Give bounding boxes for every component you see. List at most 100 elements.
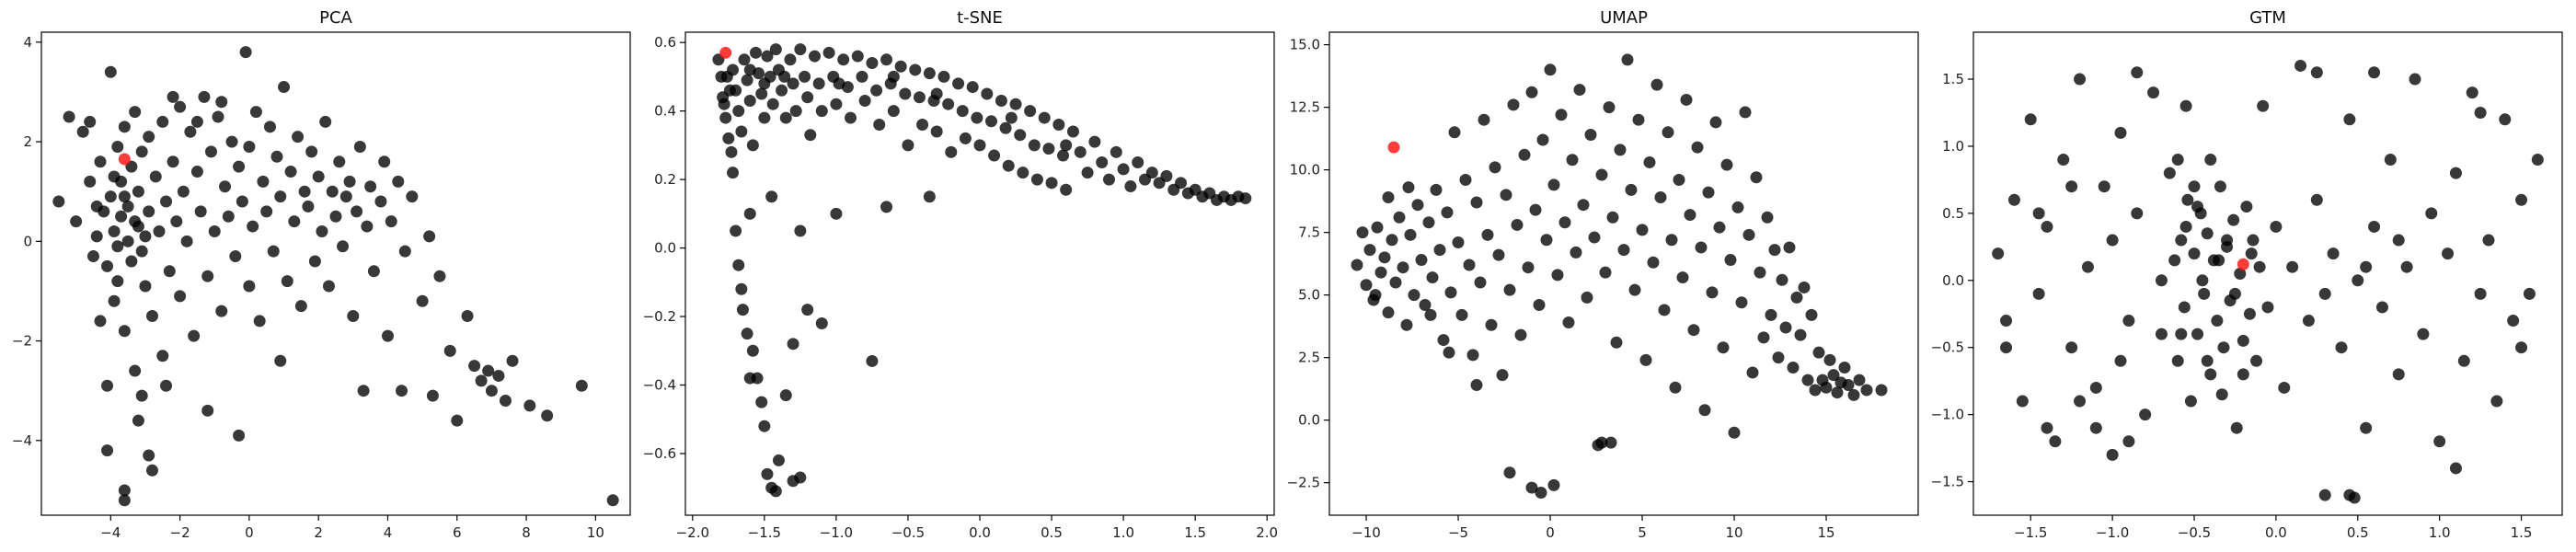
data-point [2171,354,2184,367]
data-point [322,280,335,293]
data-point [1492,248,1505,261]
data-point [118,494,131,507]
data-point [111,240,124,253]
data-point [90,200,103,213]
data-point [1496,369,1509,382]
data-point [1404,228,1417,241]
data-point [1673,173,1685,186]
y-tick-label: 0.4 [654,103,676,120]
x-tick-label: 15 [1817,524,1834,541]
data-point [90,230,103,243]
x-tick-label: −0.5 [2178,524,2211,541]
data-point [433,270,446,282]
data-point [118,121,131,133]
data-point [129,106,142,119]
data-point [1847,388,1860,401]
data-point [971,111,983,124]
y-tick-label: −1.0 [1931,407,1964,423]
data-point [1459,173,1472,186]
data-point [1735,296,1748,309]
data-point [1566,154,1579,167]
x-tick-label: 1.0 [1112,524,1134,541]
axes-frame [1972,31,2563,516]
data-point [143,131,155,144]
data-point [1455,308,1468,321]
data-point [794,471,807,484]
x-tick-label: 0.5 [2347,524,2369,541]
data-point [101,259,114,272]
data-point [333,155,346,168]
data-point [2261,301,2274,314]
data-point [1525,86,1538,98]
data-point [416,294,429,307]
data-point [1662,126,1674,139]
data-point [787,338,799,351]
data-point [132,414,144,427]
data-point [2000,341,2013,354]
data-point [1628,283,1641,296]
data-point [1809,384,1822,397]
data-point [1400,318,1413,331]
data-point [1397,261,1409,274]
data-point [720,70,733,83]
data-point [1081,167,1094,179]
data-point [347,310,360,323]
data-point [2237,368,2249,381]
data-point [2247,234,2260,247]
data-point [257,175,270,188]
data-point [1002,159,1015,172]
data-point [1536,133,1549,146]
x-tick-label: 1.0 [2429,524,2451,541]
data-point [2227,213,2240,226]
data-point [485,385,498,397]
x-tick-label: 10 [1725,524,1742,541]
data-point [2155,274,2168,287]
data-point [2179,99,2192,112]
data-point [743,207,756,220]
data-point [426,389,439,402]
data-point [326,185,339,198]
data-point [2294,59,2307,72]
data-point [2122,435,2135,448]
data-point [2041,220,2053,233]
data-point [2318,287,2331,300]
data-point [1503,466,1516,479]
x-tick-label: 1.5 [1184,524,1206,541]
data-point [104,65,117,78]
data-point [236,195,248,208]
data-point [160,195,173,208]
data-point [937,70,950,83]
data-point [298,185,311,198]
scatter-points [712,43,1252,498]
x-tick-label: 0.5 [1041,524,1063,541]
data-point [988,149,1001,162]
data-point [2368,66,2381,79]
data-point [1599,266,1612,279]
data-point [1470,196,1483,209]
data-point [1441,206,1454,219]
data-point [135,389,148,402]
scatter-points [1992,59,2544,504]
data-point [1547,178,1560,191]
data-point [212,110,224,123]
data-point [2250,354,2263,367]
data-point [1831,386,1844,399]
data-point [1102,173,1115,186]
data-point [94,155,107,168]
data-point [1066,125,1079,138]
data-point [2392,234,2405,247]
highlight-point [118,153,131,166]
y-tick-label: 10.0 [1290,162,1320,178]
data-point [1595,436,1608,449]
data-point [1360,279,1373,292]
data-point [736,304,749,316]
data-point [139,230,152,243]
data-point [1540,234,1553,247]
data-point [125,255,138,268]
data-point [2114,126,2127,139]
data-point [143,205,155,218]
x-tick-label: 6 [453,524,462,541]
data-point [2352,274,2364,287]
data-point [981,87,994,100]
data-point [1617,244,1630,257]
